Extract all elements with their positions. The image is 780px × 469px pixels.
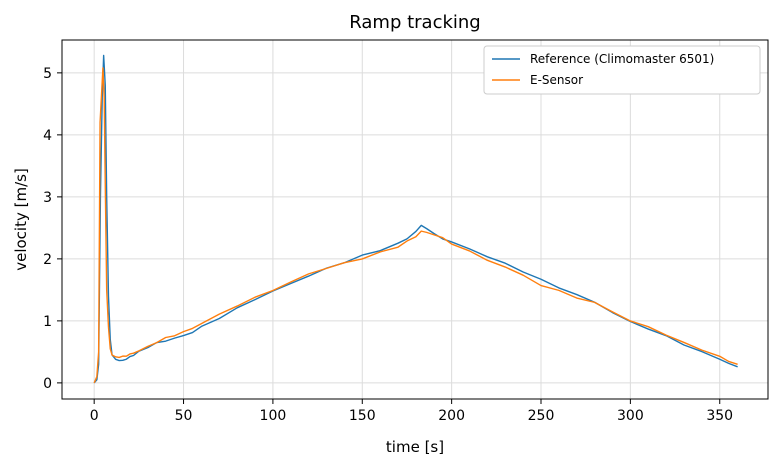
y-tick-label: 3 [43, 190, 52, 206]
x-tick-label: 0 [90, 408, 99, 424]
chart-title: Ramp tracking [349, 12, 480, 33]
axes-frame [61, 39, 769, 400]
y-tick-label: 0 [43, 376, 52, 392]
plot-area [62, 40, 768, 399]
x-tick-label: 150 [349, 408, 376, 424]
series-group [93, 54, 738, 384]
legend-label-reference: Reference (Climomaster 6501) [530, 52, 714, 66]
y-tick-label: 5 [43, 66, 52, 82]
x-tick-label: 100 [260, 408, 287, 424]
y-axis-label: velocity [m/s] [12, 168, 30, 271]
x-axis-label: time [s] [386, 438, 444, 456]
series-line-e-sensor [93, 67, 738, 384]
x-tick-label: 300 [617, 408, 644, 424]
legend: Reference (Climomaster 6501) E-Sensor [483, 45, 761, 95]
legend-label-e-sensor: E-Sensor [530, 73, 583, 87]
y-tick-label: 1 [43, 314, 52, 330]
legend-box [483, 45, 761, 95]
x-axis: 0 50 100 150 200 250 300 350 [90, 399, 733, 424]
y-tick-label: 2 [43, 252, 52, 268]
x-tick-label: 200 [438, 408, 465, 424]
grid [62, 40, 768, 399]
y-tick-label: 4 [43, 128, 52, 144]
x-tick-label: 350 [706, 408, 733, 424]
y-axis: 0 1 2 3 4 5 [43, 66, 62, 392]
x-tick-label: 50 [175, 408, 193, 424]
x-tick-label: 250 [528, 408, 555, 424]
